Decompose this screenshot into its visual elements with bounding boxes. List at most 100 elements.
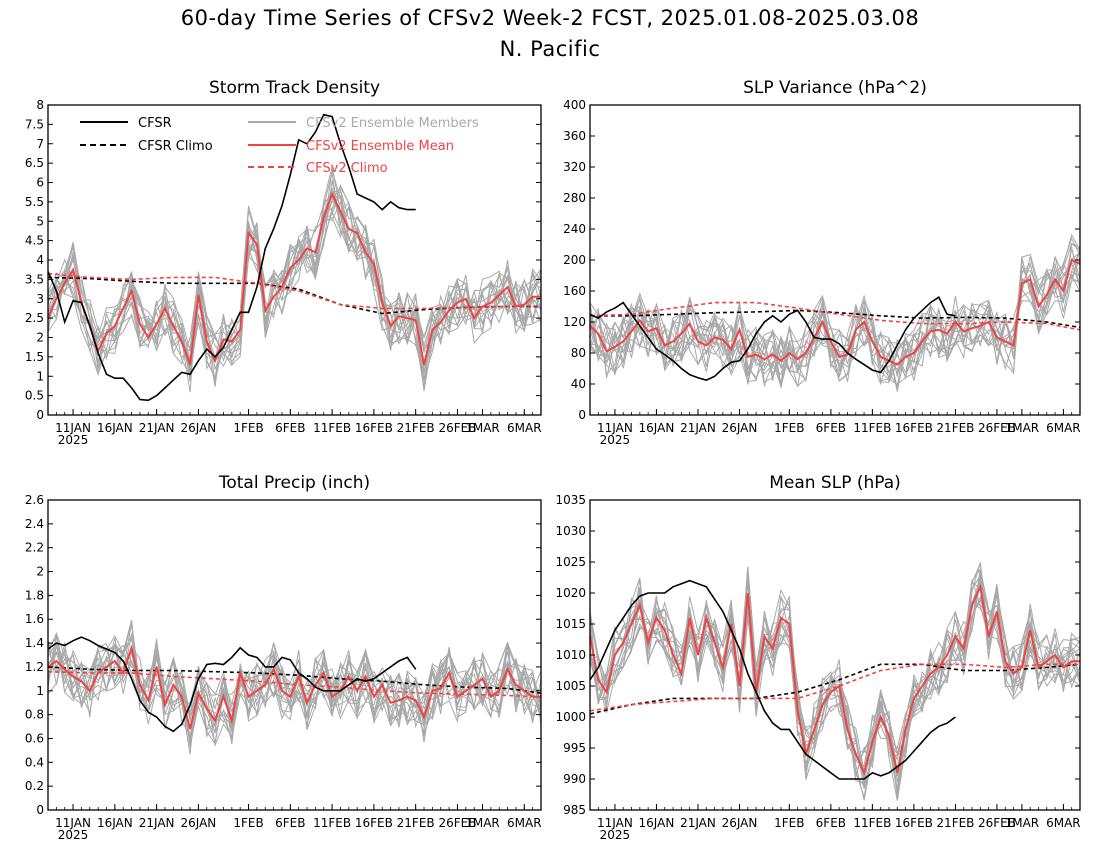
x-tick-label: 1MAR [1005, 421, 1040, 435]
x-tick-label: 26FEB [978, 816, 1016, 830]
y-tick-label: 0 [578, 408, 586, 422]
y-tick-label: 985 [563, 803, 586, 817]
y-tick-label: 3 [36, 292, 44, 306]
y-tick-label: 1000 [555, 710, 586, 724]
y-tick-label: 80 [571, 346, 586, 360]
chart-panel-2: SLP Variance (hPa^2) 0 40 80 120 160 200 240 280… [563, 78, 1081, 447]
ensemble-member-line [47, 169, 542, 380]
y-tick-label: 1 [36, 369, 44, 383]
x-tick-label: 1MAR [1005, 816, 1040, 830]
ensemble-mean-line [47, 191, 541, 365]
y-tick-label: 1.5 [25, 350, 44, 364]
ensemble-member-line [47, 189, 542, 378]
figure-title: 60-day Time Series of CFSv2 Week-2 FCST,… [181, 6, 919, 30]
ensemble-member-line [589, 242, 1081, 379]
x-tick-label: 16JAN [639, 421, 675, 435]
y-tick-label: 5.5 [25, 195, 44, 209]
ensemble-mean-line [589, 583, 1080, 776]
y-tick-label: 2.2 [25, 541, 44, 555]
chart-panel-3: Total Precip (inch) 0 0.2 0.4 0.6 0.8 1 1.2 1.4 1… [25, 473, 542, 842]
ensemble-member-line [47, 189, 542, 371]
y-tick-label: 1 [36, 684, 44, 698]
y-tick-label: 1.8 [25, 588, 44, 602]
y-tick-label: 320 [563, 160, 586, 174]
ensemble-member-line [589, 568, 1081, 797]
ensemble-member-line [589, 237, 1081, 388]
legend-cfsr-climo-label: CFSR Climo [138, 139, 213, 154]
y-tick-label: 40 [571, 377, 586, 391]
x-tick-label: 21JAN [680, 421, 716, 435]
x-tick-label: 26JAN [722, 816, 758, 830]
y-tick-label: 0 [36, 408, 44, 422]
x-tick-label: 1FEB [774, 421, 804, 435]
y-tick-label: 2.5 [25, 311, 44, 325]
x-tick-label: 21FEB [397, 421, 435, 435]
x-tick-label: 26FEB [438, 421, 476, 435]
y-tick-label: 5 [36, 214, 44, 228]
chart-panel-1: Storm Track Density 0 0.5 1 1.5 2 2.5 3 3.5 4 4.5 5… [25, 78, 542, 447]
y-tick-label: 0.8 [25, 708, 44, 722]
y-tick-label: 4 [36, 253, 44, 267]
ensemble-member-line [47, 186, 542, 373]
y-tick-label: 2.6 [25, 493, 44, 507]
ensemble-member-line [47, 210, 542, 389]
x-tick-label: 6FEB [816, 816, 846, 830]
x-tick-label: 6MAR [1046, 816, 1081, 830]
y-tick-label: 7 [36, 137, 44, 151]
ensemble-member-line [47, 641, 542, 736]
plot-frame [589, 104, 1081, 416]
y-tick-label: 2 [36, 565, 44, 579]
x-tick-label: 26JAN [722, 421, 758, 435]
y-tick-label: 0 [36, 803, 44, 817]
x-tick-label: 1FEB [233, 421, 263, 435]
y-tick-label: 1.2 [25, 660, 44, 674]
legend-climo-label: CFSv2 Climo [306, 161, 388, 176]
y-tick-label: 400 [563, 98, 586, 112]
y-tick-label: 200 [563, 253, 586, 267]
x-tick-label: 1FEB [233, 816, 263, 830]
y-tick-label: 6 [36, 176, 44, 190]
ensemble-member-line [589, 248, 1081, 383]
x-tick-label: 11FEB [853, 816, 891, 830]
cfsr-line [589, 296, 956, 381]
ensemble-members [47, 619, 542, 755]
chart-panels: Storm Track Density 0 0.5 1 1.5 2 2.5 3 3.5 4 4.5 5… [25, 78, 1081, 842]
x-tick-label: 21FEB [936, 816, 974, 830]
y-tick-label: 160 [563, 284, 586, 298]
ensemble-member-line [589, 566, 1081, 790]
panel-title: Mean SLP (hPa) [769, 473, 901, 493]
y-tick-label: 1005 [555, 679, 586, 693]
ensemble-member-line [589, 257, 1081, 384]
x-year-label: 2025 [600, 828, 631, 842]
x-tick-label: 21FEB [936, 421, 974, 435]
x-tick-label: 11JAN [55, 816, 91, 830]
ensemble-member-line [47, 638, 542, 743]
x-tick-label: 6FEB [275, 421, 305, 435]
x-tick-label: 11JAN [55, 421, 91, 435]
ensemble-members [47, 166, 542, 393]
ensemble-member-line [47, 179, 542, 367]
y-tick-label: 8 [36, 98, 44, 112]
ensemble-mean-line [589, 258, 1081, 366]
y-tick-label: 6.5 [25, 156, 44, 170]
x-tick-label: 6MAR [1046, 421, 1081, 435]
y-tick-label: 120 [563, 315, 586, 329]
cfsv2-climo-line [589, 663, 1080, 712]
y-tick-label: 1025 [555, 555, 586, 569]
cfsr-line [589, 579, 956, 780]
ensemble-member-line [47, 184, 542, 372]
panel-title: Total Precip (inch) [218, 473, 370, 493]
panel-title: Storm Track Density [209, 78, 380, 98]
ensemble-member-line [589, 579, 1081, 793]
legend: CFSR CFSR Climo CFSv2 Ensemble Members CFSv… [80, 116, 479, 176]
ensemble-member-line [47, 171, 542, 387]
x-year-label: 2025 [58, 433, 89, 447]
x-tick-label: 21JAN [139, 816, 175, 830]
x-tick-label: 16FEB [895, 421, 933, 435]
x-tick-label: 11JAN [597, 816, 633, 830]
y-tick-label: 240 [563, 222, 586, 236]
x-tick-label: 21JAN [139, 421, 175, 435]
plot-frame [47, 499, 542, 811]
y-tick-label: 3.5 [25, 272, 44, 286]
